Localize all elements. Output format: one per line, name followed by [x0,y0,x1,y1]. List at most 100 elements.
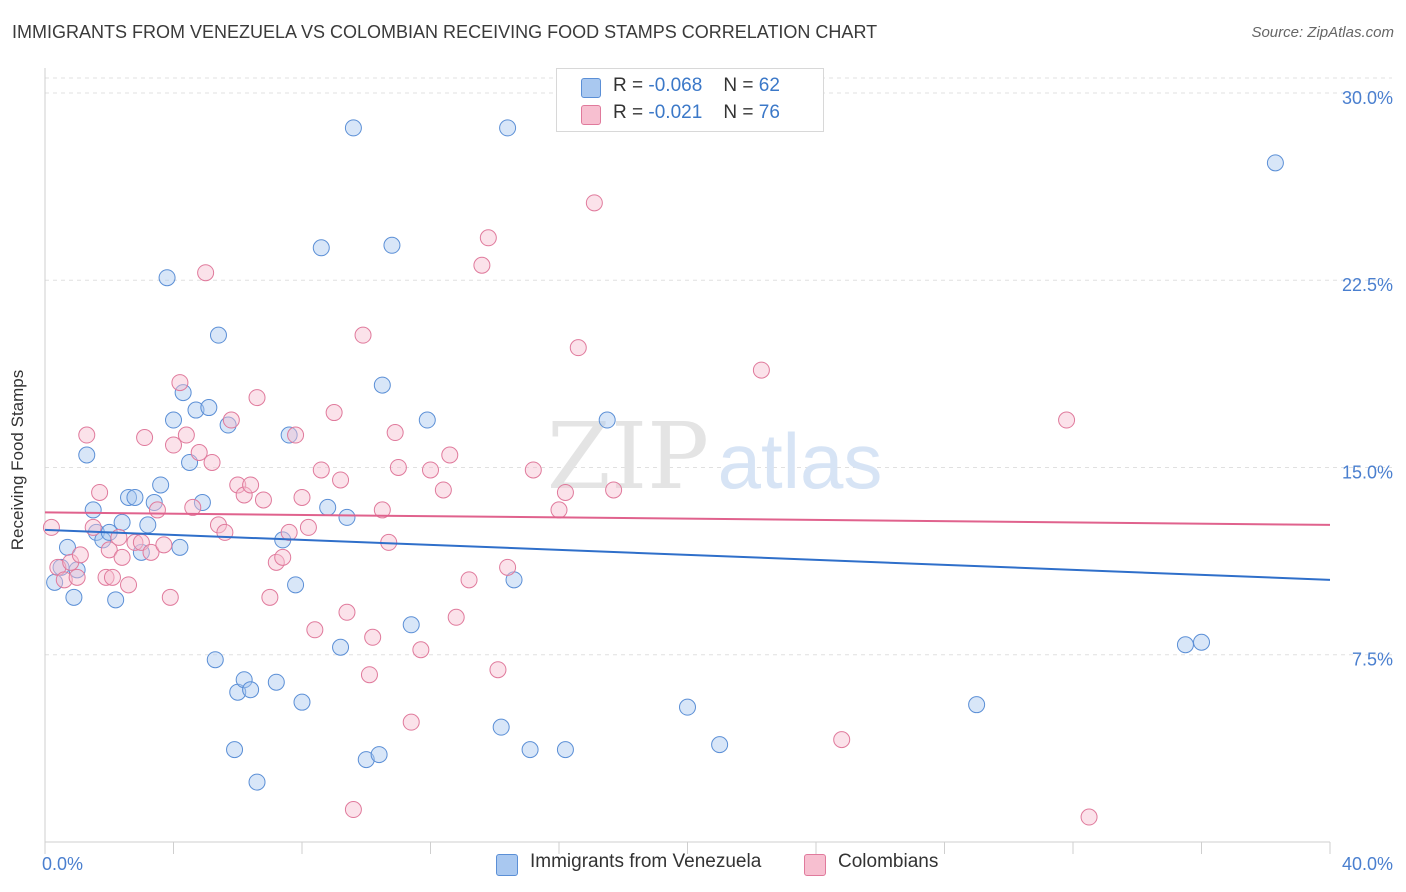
venezuela-point [152,476,170,494]
colombians-point [161,588,179,606]
colombians-point [550,501,568,519]
venezuela-point [402,616,420,634]
y-tick-label: 22.5% [1342,275,1393,295]
watermark: ZIP atlas [547,403,882,510]
colombians-point [120,576,138,594]
colombians-point [100,541,118,559]
venezuela-point [332,638,350,656]
colombians-point [422,461,439,479]
venezuela-point [598,411,616,429]
series-legend: Immigrants from Venezuela Colombians [0,851,1406,879]
colombians-point [1058,411,1076,429]
venezuela-point [171,538,189,556]
legend-swatch-colombians [581,105,601,125]
colombians-point [171,374,189,392]
venezuela-point [1266,154,1284,172]
colombians-point [752,361,770,379]
venezuela-point [248,773,266,791]
colombians-point [274,548,292,566]
colombians-point [389,458,407,476]
series-swatch-colombians [804,854,826,876]
colombians-point [373,501,391,519]
colombians-point [499,558,517,576]
colombians-point [84,518,102,536]
venezuela-point [370,746,388,764]
colombians-point [354,326,372,344]
colombians-point [605,481,623,499]
venezuela-point [187,401,205,419]
colombians-point [190,444,208,462]
colombians-point [155,536,173,554]
legend-n-label: N = [723,102,754,123]
venezuela-point [107,591,125,609]
venezuela-point [165,411,182,429]
legend-swatch-venezuela [581,78,601,98]
colombians-point [287,426,305,444]
colombians-point [479,229,497,247]
venezuela-point [338,508,356,526]
venezuela-point [193,493,211,511]
venezuela-point [139,516,157,534]
colombians-point [142,543,160,561]
colombians-point [325,404,343,422]
colombians-point [312,461,330,479]
venezuela-point [373,376,391,394]
legend-n-value: 62 [758,75,780,96]
colombians-point [441,446,459,464]
colombians-point [248,389,266,407]
venezuela-point [492,718,510,736]
colombians-point [113,548,131,566]
chart-title: IMMIGRANTS FROM VENEZUELA VS COLOMBIAN R… [12,22,878,42]
legend-n-value: 76 [758,102,780,123]
y-tick-label: 15.0% [1342,462,1393,482]
series-label-venezuela: Immigrants from Venezuela [530,851,762,872]
venezuela-point [319,498,337,516]
colombians-point [184,498,202,516]
colombians-point [360,666,378,684]
legend-r-label: R = [613,102,644,123]
venezuela-point [120,488,138,506]
venezuela-point [312,239,330,257]
colombians-point [165,436,182,454]
watermark-zip: ZIP [547,403,709,510]
y-axis-label: Receiving Food Stamps [8,369,27,551]
venezuela-point [679,698,696,716]
venezuela-point [206,651,224,669]
venezuela-point [383,236,401,254]
colombians-point [489,661,507,679]
venezuela-point [65,588,83,606]
colombians-point [386,424,404,442]
legend-n-label: N = [723,75,754,96]
venezuela-point [126,488,144,506]
colombians-point [261,588,279,606]
colombians-point [222,411,240,429]
colombians-point [306,621,324,639]
colombians-point [585,194,603,212]
x-tick-label: 0.0% [42,854,83,874]
colombians-point [103,568,121,586]
colombians-point [364,628,382,646]
colombians-point [177,426,195,444]
venezuela-point [209,326,227,344]
venezuela-point [242,681,260,699]
colombians-point [42,518,60,536]
venezuela-point [113,513,131,531]
venezuela-point [499,119,517,137]
colombians-point [254,491,272,509]
venezuela-point [968,696,986,714]
venezuela-point [132,543,150,561]
colombians-point [242,476,260,494]
tick-labels: 7.5% 15.0% 22.5% 30.0% 0.0% 40.0% [42,88,1393,874]
colombians-point [833,731,851,749]
venezuela-point [1176,636,1194,654]
colombians-point [412,641,430,659]
venezuela-point [158,269,176,287]
colombians-point [280,523,298,541]
colombians-point [235,486,253,504]
venezuela-trend-line [44,528,1331,581]
colombians-point [447,608,465,626]
venezuela-point [711,736,729,754]
colombians-point [524,461,542,479]
x-tick-label: 40.0% [1342,854,1393,874]
colombians-point [68,568,86,586]
